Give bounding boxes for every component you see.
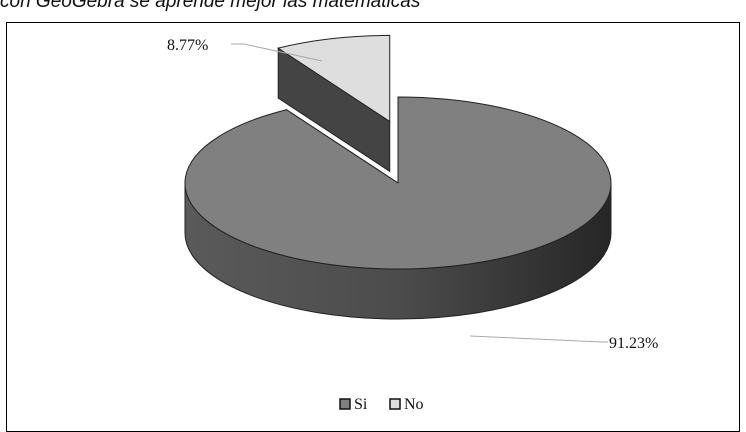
leader-line-no	[231, 43, 323, 62]
slice-no	[276, 34, 391, 123]
data-label-si: 91.23%	[609, 335, 658, 352]
legend-label-si: Si	[354, 396, 368, 413]
legend-swatch-no	[389, 398, 401, 410]
legend-swatch-si	[339, 398, 351, 410]
chart-caption: con GeoGebra se aprende mejor las matemá…	[0, 0, 421, 12]
slice-si	[184, 96, 612, 270]
leader-line-si	[469, 335, 608, 343]
legend-label-no: No	[404, 396, 424, 413]
data-label-no: 8.77%	[167, 37, 208, 54]
